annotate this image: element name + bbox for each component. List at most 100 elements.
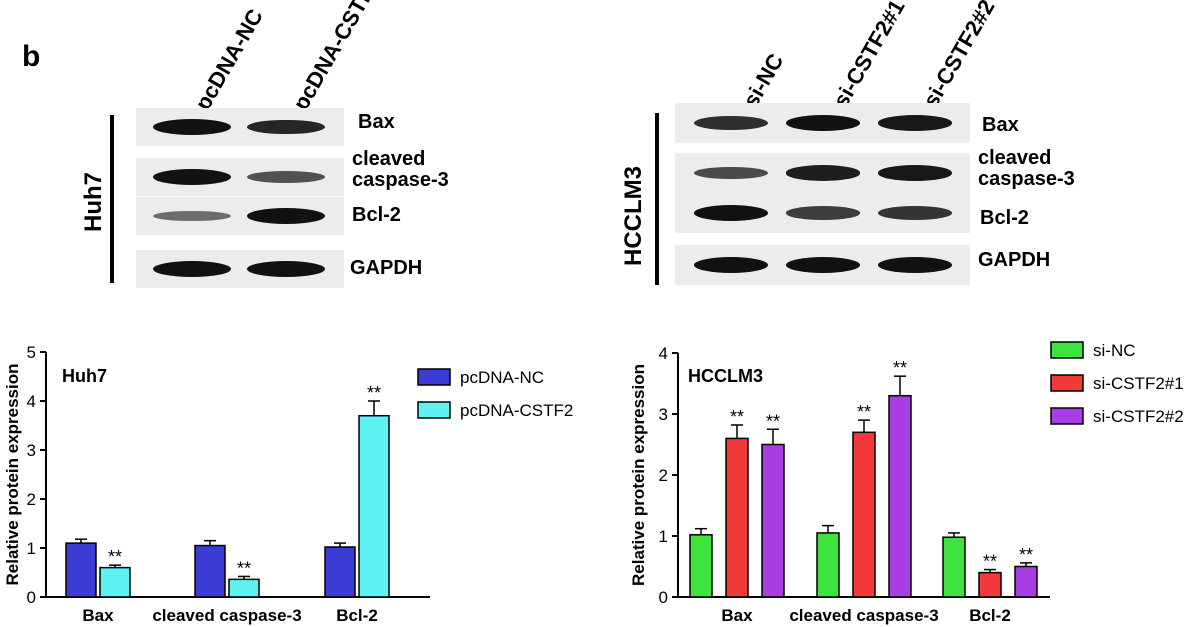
y-tick-label: 2: [659, 466, 668, 485]
cell-line-bracket-right: [655, 113, 659, 285]
bar: [228, 578, 260, 598]
bar: [725, 437, 749, 598]
y-tick-label: 0: [659, 588, 668, 607]
y-tick-label: 2: [27, 490, 36, 509]
significance-label: **: [857, 402, 871, 422]
bar: [888, 394, 912, 598]
legend-swatch: [417, 368, 451, 386]
blot-band: [785, 165, 861, 181]
bar: [689, 534, 713, 598]
significance-label: **: [108, 547, 122, 567]
blot-band: [152, 169, 232, 185]
blot-strip: [675, 245, 970, 285]
bar: [65, 542, 97, 598]
bar: [816, 532, 840, 598]
y-tick-label: 3: [27, 441, 36, 460]
y-axis-label: Relative protein expression: [3, 363, 22, 585]
y-tick-label: 4: [27, 392, 36, 411]
bar: [99, 566, 131, 598]
cell-line-label-huh7: Huh7: [80, 172, 107, 232]
lane-label-si-cstf2-1: si-CSTF2#1: [828, 0, 910, 112]
significance-label: **: [237, 558, 251, 578]
y-tick-label: 4: [659, 344, 668, 363]
lane-label-pcdna-cstf2: pcDNA-CSTF2: [288, 0, 385, 115]
bar: [194, 544, 226, 598]
significance-label: **: [367, 383, 381, 403]
protein-label-bax-right: Bax: [982, 114, 1019, 136]
protein-label-cleaved-caspase3-right: cleaved caspase-3: [978, 147, 1075, 190]
x-tick-label: Bax: [82, 606, 114, 625]
blot-band: [246, 119, 326, 135]
legend-swatch: [1050, 407, 1084, 425]
protein-label-bax: Bax: [358, 111, 395, 133]
lane-label-si-cstf2-2: si-CSTF2#2: [918, 0, 1000, 112]
protein-label-bcl2-right: Bcl-2: [980, 207, 1029, 229]
y-tick-label: 1: [659, 527, 668, 546]
bar-chart-huh7: 0 1 2 3 4 5 Relative protein expression Huh7 ** B…: [3, 343, 573, 625]
x-tick-label: Bcl-2: [336, 606, 378, 625]
blot-band: [877, 257, 953, 273]
bar: [358, 414, 390, 598]
bar: [1014, 565, 1038, 598]
legend-swatch: [1050, 374, 1084, 392]
blot-band: [152, 261, 232, 277]
blot-band: [785, 115, 861, 131]
blot-strip: [675, 153, 970, 193]
y-tick-label: 0: [27, 588, 36, 607]
bar: [761, 443, 785, 598]
cell-line-label-hcclm3: HCCLM3: [620, 166, 647, 266]
blot-band: [693, 115, 769, 131]
protein-label-bcl2: Bcl-2: [352, 204, 401, 226]
protein-label-gapdh: GAPDH: [350, 257, 423, 279]
y-tick-label: 5: [27, 343, 36, 362]
bar: [942, 536, 966, 598]
protein-label-cleaved-caspase3: cleaved caspase-3: [352, 148, 449, 191]
blot-band: [877, 115, 953, 131]
blot-band: [877, 165, 953, 181]
significance-label: **: [983, 552, 997, 572]
blot-strip: [675, 193, 970, 233]
blot-band: [693, 257, 769, 273]
y-tick-label: 1: [27, 539, 36, 558]
blot-band: [246, 261, 326, 277]
legend-label: pcDNA-CSTF2: [460, 401, 573, 420]
blot-band: [246, 208, 326, 224]
legend-label: si-NC: [1093, 341, 1136, 360]
significance-label: **: [1019, 545, 1033, 565]
blot-band: [152, 210, 232, 222]
y-axis-label: Relative protein expression: [629, 364, 648, 586]
bar: [324, 546, 356, 598]
blot-strip: [136, 158, 344, 196]
cell-line-bracket-left: [110, 115, 114, 283]
significance-label: **: [730, 407, 744, 427]
blot-band: [152, 119, 232, 135]
bar: [852, 431, 876, 598]
protein-label-gapdh-right: GAPDH: [978, 249, 1051, 271]
blot-strip: [675, 103, 970, 143]
x-tick-label: Bax: [721, 606, 753, 625]
blot-band: [877, 206, 953, 220]
bar-chart-hcclm3: 0 1 2 3 4 Relative protein expression HCCLM3 **…: [629, 341, 1184, 625]
chart-title: HCCLM3: [688, 366, 763, 386]
blot-strip: [136, 108, 344, 146]
blot-strip: [136, 197, 344, 235]
lane-label-pcdna-nc: pcDNA-NC: [190, 4, 268, 115]
chart-title: Huh7: [62, 366, 107, 386]
blot-band: [785, 206, 861, 220]
blot-band: [693, 166, 769, 180]
legend-swatch: [417, 401, 451, 419]
legend-label: si-CSTF2#1: [1093, 374, 1184, 393]
panel-letter: b: [22, 40, 41, 73]
bar: [978, 571, 1002, 598]
y-tick-label: 3: [659, 405, 668, 424]
blot-strip: [136, 250, 344, 288]
significance-label: **: [893, 358, 907, 378]
x-tick-label: Bcl-2: [969, 606, 1011, 625]
x-tick-label: cleaved caspase-3: [789, 606, 938, 625]
blot-band: [693, 205, 769, 221]
legend-swatch: [1050, 341, 1084, 359]
blot-band: [246, 170, 326, 184]
legend-label: pcDNA-NC: [460, 368, 544, 387]
blot-band: [785, 257, 861, 273]
significance-label: **: [766, 411, 780, 431]
